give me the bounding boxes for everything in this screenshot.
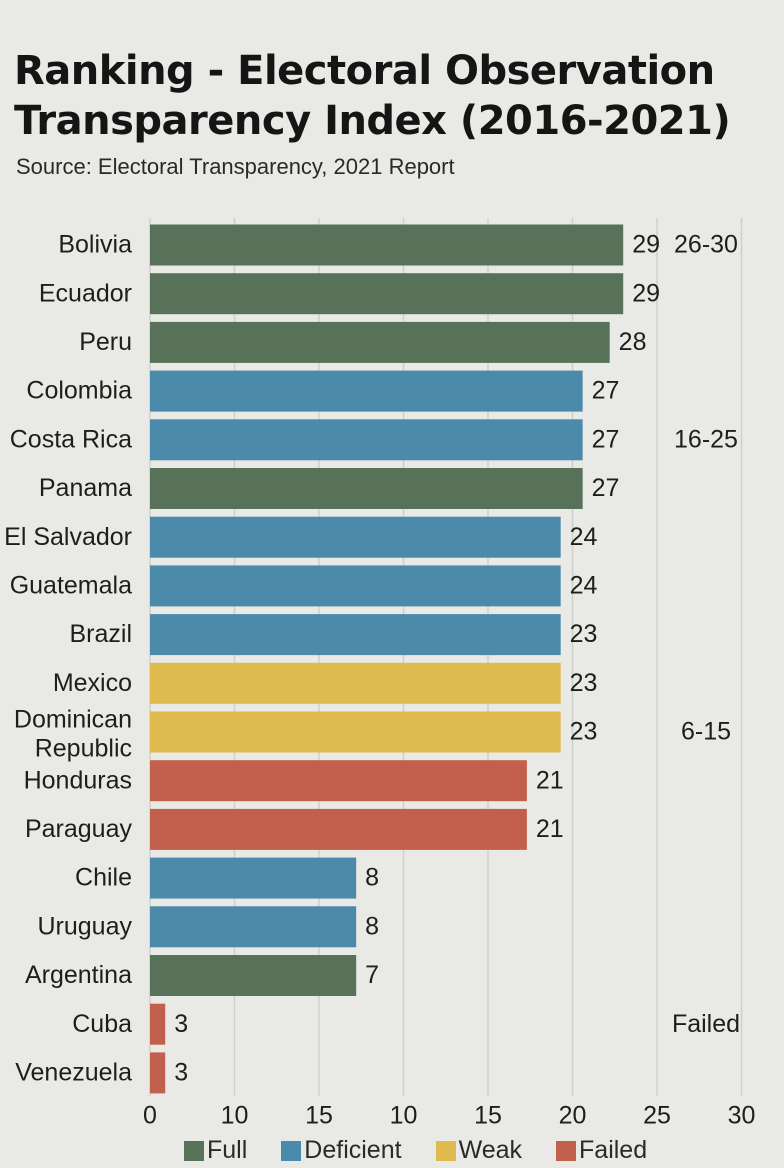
- category-label: Venezuela: [15, 1059, 132, 1087]
- bar-dominican-republic: [150, 711, 561, 753]
- bar-peru: [150, 321, 610, 363]
- category-label: Costa Rica: [10, 425, 132, 453]
- category-label: Cuba: [72, 1010, 132, 1038]
- value-label: 7: [365, 961, 379, 989]
- category-label: Dominican: [14, 706, 132, 734]
- value-label: 3: [174, 1059, 188, 1087]
- value-label: 29: [632, 279, 660, 307]
- value-label: 27: [592, 377, 620, 405]
- legend-swatch-weak: [435, 1140, 456, 1161]
- band-label: Failed: [672, 1010, 740, 1038]
- value-label: 21: [536, 815, 564, 843]
- category-label: Peru: [79, 328, 132, 356]
- x-tick-label: 10: [221, 1102, 249, 1130]
- band-label: 26-30: [674, 231, 738, 259]
- category-label: Chile: [75, 864, 132, 892]
- legend: Full Deficient Weak Failed: [184, 1136, 681, 1165]
- legend-swatch-full: [184, 1140, 204, 1161]
- x-tick-label: 0: [143, 1102, 157, 1130]
- value-label: 3: [174, 1010, 188, 1038]
- x-tick-label: 10: [390, 1102, 418, 1130]
- legend-item-full: Full: [184, 1136, 247, 1165]
- legend-item-failed: Failed: [556, 1136, 647, 1165]
- bar-colombia: [150, 370, 583, 412]
- value-label: 24: [570, 572, 598, 600]
- bar-panama: [150, 468, 583, 509]
- x-tick-label: 30: [728, 1102, 756, 1130]
- bar-brazil: [150, 614, 561, 656]
- value-label: 28: [619, 328, 647, 356]
- category-label: Mexico: [53, 669, 132, 697]
- legend-item-deficient: Deficient: [281, 1136, 402, 1165]
- value-label: 29: [632, 231, 660, 259]
- bar-argentina: [150, 955, 357, 996]
- value-label: 8: [365, 912, 379, 940]
- bar-costa-rica: [150, 419, 583, 461]
- legend-label-deficient: Deficient: [304, 1136, 402, 1164]
- x-tick-label: 15: [305, 1102, 333, 1130]
- category-label: Republic: [35, 735, 132, 763]
- bar-bolivia: [150, 224, 624, 266]
- bar-paraguay: [150, 808, 527, 850]
- value-label: 27: [592, 425, 620, 453]
- x-tick-label: 20: [559, 1102, 587, 1130]
- category-label: Brazil: [69, 620, 132, 648]
- category-label: Honduras: [24, 766, 132, 794]
- legend-swatch-deficient: [281, 1140, 302, 1161]
- x-tick-label: 15: [474, 1102, 502, 1130]
- bar-venezuela: [150, 1052, 166, 1094]
- chart-title: Ranking - Electoral Observation Transpar…: [14, 48, 731, 144]
- value-label: 24: [570, 523, 598, 551]
- category-label: Ecuador: [39, 279, 132, 307]
- value-label: 21: [536, 766, 564, 794]
- bar-guatemala: [150, 565, 561, 607]
- legend-label-full: Full: [207, 1136, 248, 1164]
- band-label: 6-15: [681, 718, 731, 746]
- bar-mexico: [150, 662, 561, 704]
- legend-label-failed: Failed: [579, 1136, 648, 1164]
- bar-uruguay: [150, 906, 357, 948]
- legend-item-weak: Weak: [435, 1136, 523, 1165]
- category-label: Guatemala: [10, 572, 132, 600]
- value-label: 23: [570, 718, 598, 746]
- value-label: 23: [570, 669, 598, 697]
- value-label: 8: [365, 864, 379, 892]
- bar-el-salvador: [150, 516, 561, 558]
- legend-swatch-failed: [556, 1140, 577, 1161]
- bar-ecuador: [150, 273, 624, 315]
- band-label: 16-25: [674, 425, 738, 453]
- value-label: 23: [570, 620, 598, 648]
- bar-honduras: [150, 760, 527, 802]
- bar-chile: [150, 857, 357, 899]
- category-label: Panama: [39, 474, 132, 502]
- value-label: 27: [592, 474, 620, 502]
- category-label: Bolivia: [58, 231, 132, 259]
- category-label: Argentina: [25, 961, 132, 989]
- category-label: Paraguay: [25, 815, 133, 843]
- category-label: El Salvador: [4, 523, 132, 551]
- legend-label-weak: Weak: [458, 1136, 523, 1164]
- category-label: Uruguay: [38, 912, 133, 940]
- bar-cuba: [150, 1003, 166, 1045]
- x-tick-label: 25: [643, 1102, 671, 1130]
- chart-subtitle: Source: Electoral Transparency, 2021 Rep…: [16, 154, 455, 179]
- category-label: Colombia: [26, 377, 132, 405]
